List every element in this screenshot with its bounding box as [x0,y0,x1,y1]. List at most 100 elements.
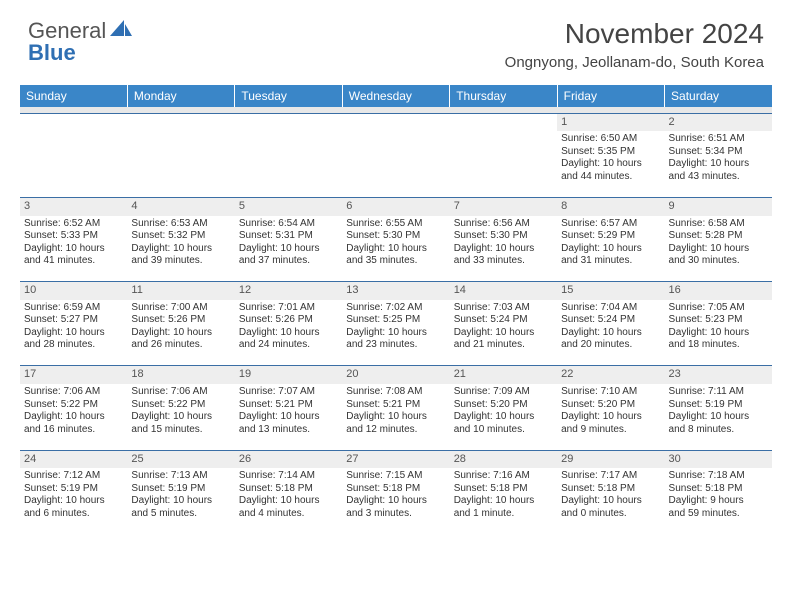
daylight-text-1: Daylight: 10 hours [239,243,338,256]
daylight-text-2: and 24 minutes. [239,339,338,352]
day-number-cell [20,113,127,131]
sunset-text: Sunset: 5:24 PM [561,314,660,327]
day-content-cell [127,131,234,197]
sunrise-text: Sunrise: 7:07 AM [239,386,338,399]
day-content-cell: Sunrise: 7:03 AMSunset: 5:24 PMDaylight:… [450,300,557,366]
sunset-text: Sunset: 5:18 PM [239,483,338,496]
day-content-cell: Sunrise: 6:57 AMSunset: 5:29 PMDaylight:… [557,216,664,282]
daylight-text-1: Daylight: 10 hours [561,158,660,171]
day-number-cell: 20 [342,366,449,384]
day-number-cell: 6 [342,197,449,215]
day-content-cell: Sunrise: 7:14 AMSunset: 5:18 PMDaylight:… [235,468,342,534]
daylight-text-1: Daylight: 10 hours [239,411,338,424]
day-number-cell: 14 [450,282,557,300]
sunset-text: Sunset: 5:18 PM [346,483,445,496]
day-number-cell: 27 [342,450,449,468]
sunrise-text: Sunrise: 7:12 AM [24,470,123,483]
day-number-cell [450,113,557,131]
daylight-text-2: and 5 minutes. [131,508,230,521]
daylight-text-1: Daylight: 10 hours [669,327,768,340]
day-number-cell: 4 [127,197,234,215]
sunrise-text: Sunrise: 7:13 AM [131,470,230,483]
brand-text: General Blue [28,18,132,64]
daylight-text-1: Daylight: 10 hours [239,495,338,508]
day-content-cell: Sunrise: 7:01 AMSunset: 5:26 PMDaylight:… [235,300,342,366]
sunrise-text: Sunrise: 7:05 AM [669,302,768,315]
weekday-header: Sunday [20,85,127,107]
day-number-cell: 5 [235,197,342,215]
day-content-cell: Sunrise: 7:16 AMSunset: 5:18 PMDaylight:… [450,468,557,534]
day-content-cell: Sunrise: 7:10 AMSunset: 5:20 PMDaylight:… [557,384,664,450]
sunrise-text: Sunrise: 7:14 AM [239,470,338,483]
daylight-text-1: Daylight: 10 hours [454,495,553,508]
daylight-text-2: and 33 minutes. [454,255,553,268]
day-number-cell: 12 [235,282,342,300]
sunset-text: Sunset: 5:32 PM [131,230,230,243]
day-number-cell: 3 [20,197,127,215]
day-content-cell: Sunrise: 7:11 AMSunset: 5:19 PMDaylight:… [665,384,772,450]
day-number-cell: 15 [557,282,664,300]
daylight-text-1: Daylight: 10 hours [131,243,230,256]
sunset-text: Sunset: 5:18 PM [669,483,768,496]
sunset-text: Sunset: 5:30 PM [454,230,553,243]
day-content-cell: Sunrise: 7:15 AMSunset: 5:18 PMDaylight:… [342,468,449,534]
day-content-cell: Sunrise: 6:53 AMSunset: 5:32 PMDaylight:… [127,216,234,282]
daylight-text-1: Daylight: 10 hours [24,495,123,508]
sunrise-text: Sunrise: 6:54 AM [239,218,338,231]
sunrise-text: Sunrise: 7:00 AM [131,302,230,315]
daylight-text-1: Daylight: 10 hours [131,495,230,508]
day-number-cell: 10 [20,282,127,300]
sail-icon [110,20,132,42]
weekday-header: Monday [127,85,234,107]
sunset-text: Sunset: 5:25 PM [346,314,445,327]
daylight-text-1: Daylight: 9 hours [669,495,768,508]
sunset-text: Sunset: 5:19 PM [24,483,123,496]
weekday-header: Thursday [450,85,557,107]
day-content-cell: Sunrise: 6:51 AMSunset: 5:34 PMDaylight:… [665,131,772,197]
day-content-cell: Sunrise: 7:06 AMSunset: 5:22 PMDaylight:… [127,384,234,450]
weekday-header: Friday [557,85,664,107]
brand-logo: General Blue [28,18,132,64]
day-number-cell [127,113,234,131]
day-content-cell: Sunrise: 7:18 AMSunset: 5:18 PMDaylight:… [665,468,772,534]
daylight-text-2: and 59 minutes. [669,508,768,521]
sunrise-text: Sunrise: 7:03 AM [454,302,553,315]
day-content-cell: Sunrise: 7:07 AMSunset: 5:21 PMDaylight:… [235,384,342,450]
day-number-cell: 30 [665,450,772,468]
daylight-text-1: Daylight: 10 hours [561,327,660,340]
daylight-text-2: and 1 minute. [454,508,553,521]
sunrise-text: Sunrise: 6:50 AM [561,133,660,146]
daylight-text-1: Daylight: 10 hours [24,411,123,424]
day-number-cell: 1 [557,113,664,131]
day-content-cell: Sunrise: 7:05 AMSunset: 5:23 PMDaylight:… [665,300,772,366]
sunset-text: Sunset: 5:19 PM [131,483,230,496]
day-number-cell [235,113,342,131]
sunset-text: Sunset: 5:31 PM [239,230,338,243]
daylight-text-1: Daylight: 10 hours [561,411,660,424]
day-number-cell: 19 [235,366,342,384]
sunrise-text: Sunrise: 6:52 AM [24,218,123,231]
sunset-text: Sunset: 5:19 PM [669,399,768,412]
daylight-text-2: and 18 minutes. [669,339,768,352]
sunset-text: Sunset: 5:21 PM [346,399,445,412]
day-content-cell: Sunrise: 6:56 AMSunset: 5:30 PMDaylight:… [450,216,557,282]
day-content-cell: Sunrise: 6:59 AMSunset: 5:27 PMDaylight:… [20,300,127,366]
day-content-cell: Sunrise: 6:50 AMSunset: 5:35 PMDaylight:… [557,131,664,197]
daylight-text-2: and 23 minutes. [346,339,445,352]
daylight-text-2: and 16 minutes. [24,424,123,437]
daylight-text-1: Daylight: 10 hours [454,243,553,256]
day-content-row: Sunrise: 6:52 AMSunset: 5:33 PMDaylight:… [20,216,772,282]
sunrise-text: Sunrise: 7:16 AM [454,470,553,483]
sunset-text: Sunset: 5:22 PM [131,399,230,412]
day-content-cell: Sunrise: 7:12 AMSunset: 5:19 PMDaylight:… [20,468,127,534]
sunset-text: Sunset: 5:18 PM [454,483,553,496]
sunset-text: Sunset: 5:21 PM [239,399,338,412]
day-number-cell: 9 [665,197,772,215]
page-header: General Blue November 2024 Ongnyong, Jeo… [0,0,792,77]
daylight-text-1: Daylight: 10 hours [131,411,230,424]
daylight-text-1: Daylight: 10 hours [669,411,768,424]
day-content-cell: Sunrise: 7:02 AMSunset: 5:25 PMDaylight:… [342,300,449,366]
sunrise-text: Sunrise: 7:11 AM [669,386,768,399]
weekday-header: Tuesday [235,85,342,107]
daylight-text-2: and 35 minutes. [346,255,445,268]
